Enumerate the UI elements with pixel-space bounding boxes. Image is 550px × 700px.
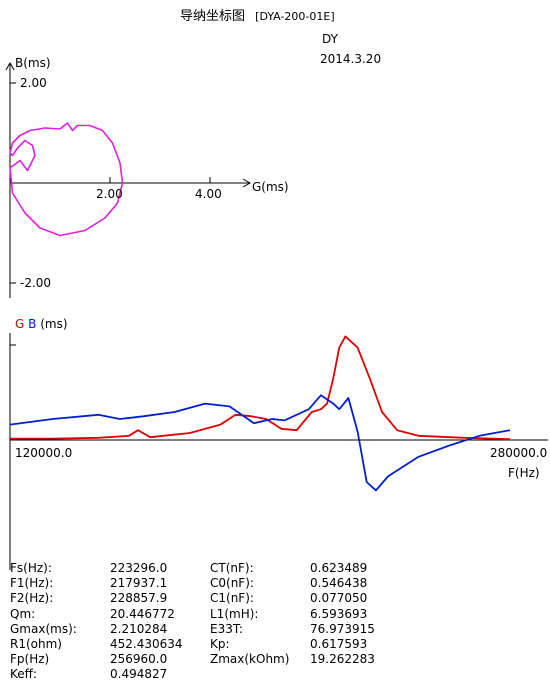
param-label: Gmax(ms): <box>10 621 77 636</box>
x-axis-label: F(Hz) <box>508 466 540 480</box>
operator-text: DY <box>322 32 338 46</box>
y-tick-label: 2.00 <box>20 76 47 90</box>
param-label: L1(mH): <box>210 606 259 621</box>
legend-g: G <box>15 317 25 331</box>
param-label: Qm: <box>10 606 36 621</box>
y-tick-label: -2.00 <box>20 276 52 290</box>
param-label: R1(ohm) <box>10 637 62 651</box>
param-value: 0.494827 <box>110 667 168 682</box>
series-B-line <box>9 394 511 492</box>
param-value: 0.623489 <box>310 561 368 575</box>
frequency-plot <box>9 333 548 570</box>
admittance-plot <box>5 61 252 298</box>
param-value: 0.617593 <box>310 637 368 651</box>
param-value: 20.446772 <box>110 606 175 621</box>
param-label: Fs(Hz): <box>10 561 52 575</box>
legend-unit: (ms) <box>40 317 68 331</box>
param-value: 217937.1 <box>110 576 168 591</box>
param-value: 223296.0 <box>110 561 168 575</box>
model-text: [DYA-200-01E] <box>255 10 335 23</box>
param-label: CT(nF): <box>210 561 254 575</box>
param-value: 2.210284 <box>110 621 168 636</box>
param-label: F2(Hz): <box>10 591 54 606</box>
legend-b: B <box>28 317 37 331</box>
title-text: 导纳坐标图 <box>180 9 246 24</box>
x-tick-label: 4.00 <box>195 187 222 201</box>
admittance-loop-line <box>9 122 124 237</box>
param-label: C1(nF): <box>210 591 254 606</box>
param-value: 228857.9 <box>110 591 168 606</box>
param-value: 19.262283 <box>310 652 375 667</box>
x-axis-arrow <box>242 178 252 188</box>
param-value: 0.077050 <box>310 591 368 606</box>
page-title: 导纳坐标图 [DYA-200-01E] <box>180 10 335 24</box>
x-tick-label: 2.00 <box>96 187 123 201</box>
param-label: Kp: <box>210 637 230 651</box>
param-label: Fp(Hz) <box>10 652 50 667</box>
param-label: E33T: <box>210 621 243 636</box>
param-value: 6.593693 <box>310 606 368 621</box>
y-axis-label: B(ms) <box>15 56 51 70</box>
param-label: C0(nF): <box>210 576 254 591</box>
param-label: F1(Hz): <box>10 576 54 591</box>
param-value: 76.973915 <box>310 621 375 636</box>
date-text: 2014.3.20 <box>320 52 382 66</box>
param-label: Keff: <box>10 667 37 682</box>
param-label: Zmax(kOhm) <box>210 652 290 667</box>
param-value: 0.546438 <box>310 576 368 591</box>
x-tick-label: 280000.0 <box>490 446 548 460</box>
series-G-line <box>10 335 511 441</box>
x-tick-label: 120000.0 <box>15 446 73 460</box>
legend: G B (ms) <box>15 317 68 331</box>
param-value: 452.430634 <box>110 637 183 651</box>
y-axis-arrow <box>5 61 15 71</box>
param-value: 256960.0 <box>110 652 168 667</box>
x-axis-label: G(ms) <box>252 180 289 194</box>
